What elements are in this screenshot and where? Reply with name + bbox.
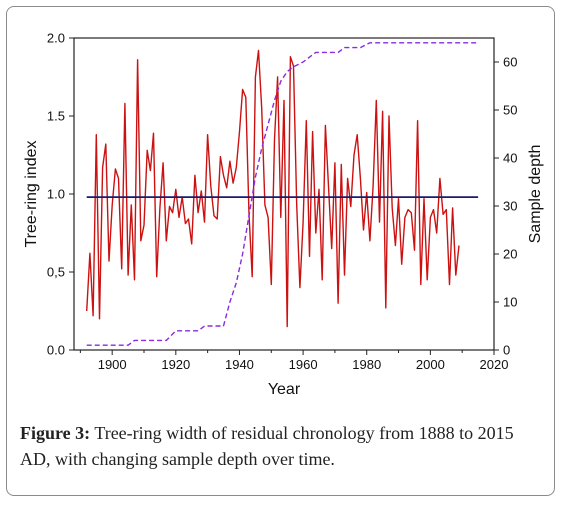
y-right-axis-label: Sample depth <box>527 145 544 244</box>
sample-depth-line <box>86 42 479 346</box>
y-left-tick-label: 1.0 <box>47 187 65 202</box>
figure-caption: Figure 3: Tree-ring width of residual ch… <box>20 420 540 472</box>
y-right-tick-label: 0 <box>503 343 510 358</box>
x-axis-label: Year <box>268 381 301 398</box>
x-tick-label: 2000 <box>416 357 445 372</box>
x-tick-label: 1940 <box>225 357 254 372</box>
y-left-tick-label: 2.0 <box>47 31 65 46</box>
caption-text: Tree-ring width of residual chronology f… <box>20 423 514 469</box>
y-right-tick-label: 10 <box>503 295 517 310</box>
x-tick-label: 1900 <box>98 357 127 372</box>
y-right-tick-label: 40 <box>503 151 517 166</box>
x-tick-label: 1920 <box>161 357 190 372</box>
x-tick-label: 2020 <box>480 357 509 372</box>
caption-label: Figure 3: <box>20 423 91 443</box>
y-right-tick-label: 50 <box>503 103 517 118</box>
y-left-tick-label: 1.5 <box>47 109 65 124</box>
tree-ring-chart: 1900 1920 1940 1960 1980 2000 2020 0.0 0,5 1.0 1.5… <box>23 31 544 399</box>
y-left-tick-label: 0.0 <box>47 343 65 358</box>
tree-ring-index-line <box>86 49 460 328</box>
y-left-axis-label: Tree-ring index <box>23 140 40 247</box>
y-right-tick-label: 60 <box>503 55 517 70</box>
figure-frame <box>6 6 555 496</box>
y-left-tick-label: 0,5 <box>47 265 65 280</box>
y-right-tick-label: 20 <box>503 247 517 262</box>
x-tick-label: 1980 <box>352 357 381 372</box>
x-tick-label: 1960 <box>289 357 318 372</box>
y-right-tick-label: 30 <box>503 199 517 214</box>
